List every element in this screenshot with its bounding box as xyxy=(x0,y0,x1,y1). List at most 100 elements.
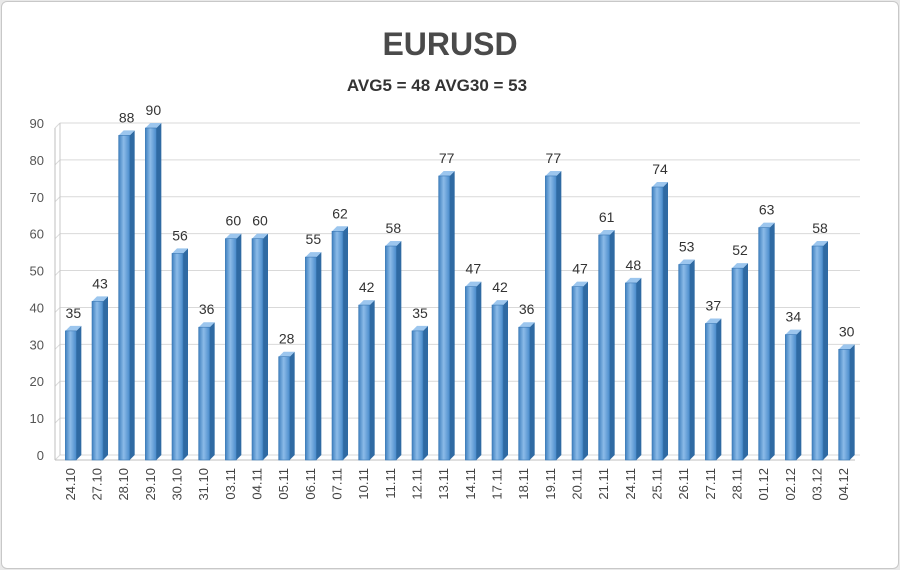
bar xyxy=(491,304,504,461)
x-tick-label: 18.11 xyxy=(516,468,531,500)
x-tick-label: 03.11 xyxy=(223,468,238,500)
x-tick-label: 17.11 xyxy=(490,468,505,500)
bar xyxy=(678,264,690,461)
bar-side xyxy=(769,222,775,460)
bar-side xyxy=(476,281,482,460)
x-tick-label: 03.12 xyxy=(810,468,825,501)
data-label: 47 xyxy=(466,261,482,277)
data-label: 63 xyxy=(759,202,775,218)
gridline-depth xyxy=(54,196,61,203)
x-tick-label: 11.11 xyxy=(383,468,398,499)
x-tick-label: 26.11 xyxy=(676,468,691,500)
chart-title: EURUSD xyxy=(382,26,518,62)
bar xyxy=(331,230,344,461)
data-label: 36 xyxy=(199,301,215,317)
data-label: 30 xyxy=(839,323,855,339)
bar-top xyxy=(838,344,855,350)
bar-top xyxy=(225,233,242,239)
bar xyxy=(731,267,744,461)
bar xyxy=(438,175,450,461)
data-label: 53 xyxy=(679,238,695,254)
bar xyxy=(811,245,824,461)
bar-top xyxy=(465,281,482,287)
bar-top xyxy=(785,329,802,335)
gridline-depth xyxy=(54,380,61,387)
bar-top xyxy=(732,263,748,269)
data-label: 35 xyxy=(66,305,82,321)
bar-top xyxy=(758,222,775,228)
bar-side xyxy=(689,259,695,460)
bar xyxy=(785,334,797,461)
data-label: 77 xyxy=(546,150,562,166)
data-label: 60 xyxy=(226,213,242,229)
bar xyxy=(145,127,157,461)
x-tick-label: 28.11 xyxy=(730,468,745,500)
data-label: 88 xyxy=(119,109,135,125)
data-label: 90 xyxy=(146,102,162,118)
data-label: 58 xyxy=(812,220,828,236)
bar xyxy=(625,282,637,461)
bar-side xyxy=(503,300,508,460)
x-tick-label: 06.11 xyxy=(303,468,318,500)
bar-side xyxy=(316,252,322,460)
bar-top xyxy=(438,170,455,176)
bar-top xyxy=(252,233,268,239)
bar xyxy=(305,256,317,461)
bar-side xyxy=(289,351,295,460)
bar-top xyxy=(65,325,82,331)
x-tick-label: 14.11 xyxy=(463,468,478,500)
data-label: 56 xyxy=(172,227,188,243)
y-tick-label: 40 xyxy=(30,300,44,315)
bar-top xyxy=(305,252,322,258)
x-tick-label: 04.11 xyxy=(250,468,265,500)
bar-side xyxy=(663,182,668,460)
x-tick-label: 31.10 xyxy=(196,468,211,501)
bar xyxy=(251,238,264,461)
bar-side xyxy=(636,277,642,460)
bar-top xyxy=(652,182,668,188)
x-tick-label: 25.11 xyxy=(650,468,665,500)
bar-top xyxy=(92,296,108,302)
bar-side xyxy=(183,248,188,460)
bar xyxy=(598,234,610,461)
gridline-depth xyxy=(54,122,61,129)
data-label: 47 xyxy=(572,261,588,277)
x-tick-label: 27.10 xyxy=(90,468,105,501)
y-tick-labels: 0 10 20 30 40 50 60 70 80 90 xyxy=(30,116,44,463)
bar xyxy=(758,227,770,461)
bars xyxy=(65,123,855,461)
bar-side xyxy=(529,322,535,460)
bar-top xyxy=(625,277,642,283)
x-tick-label: 29.10 xyxy=(143,468,158,501)
data-label: 35 xyxy=(412,305,428,321)
x-tick-label: 24.10 xyxy=(63,468,78,501)
bar-top xyxy=(572,281,588,287)
x-tick-labels: 24.10 27.10 28.10 29.10 30.10 31.10 03.11 04.11… xyxy=(63,468,851,501)
bar-side xyxy=(156,123,162,460)
chart-subtitle: AVG5 = 48 AVG30 = 53 xyxy=(346,76,528,95)
bar-top xyxy=(705,318,722,324)
y-tick-label: 90 xyxy=(30,116,44,131)
bar xyxy=(118,135,130,461)
bar-side xyxy=(76,325,82,460)
bar-top xyxy=(118,130,135,136)
bar-side xyxy=(396,241,402,460)
bar-side xyxy=(369,300,375,460)
y-tick-label: 20 xyxy=(30,374,44,389)
data-label: 42 xyxy=(492,279,508,295)
bar xyxy=(411,330,424,461)
bar-side xyxy=(556,170,562,460)
bar-top xyxy=(385,241,402,247)
bar xyxy=(65,330,77,461)
bar xyxy=(838,349,850,461)
data-label: 52 xyxy=(732,242,748,258)
bar-side xyxy=(423,325,428,460)
bar-top xyxy=(545,170,562,176)
bar xyxy=(91,301,104,461)
x-tick-label: 21.11 xyxy=(596,468,611,500)
y-tick-label: 80 xyxy=(30,153,44,168)
y-tick-label: 30 xyxy=(30,337,44,352)
gridline-depth xyxy=(54,233,61,240)
data-label: 61 xyxy=(599,209,615,225)
